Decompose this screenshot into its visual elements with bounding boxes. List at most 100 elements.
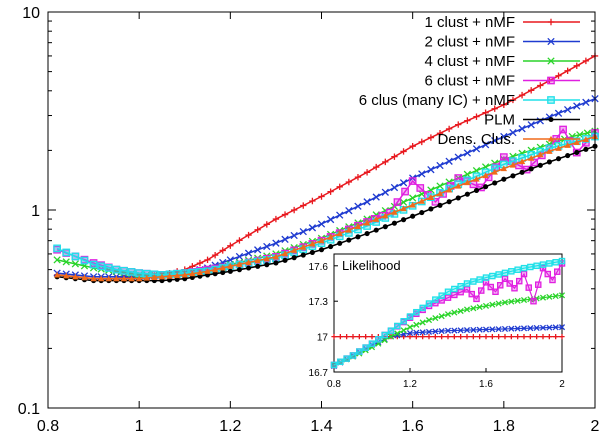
data-point (196, 269, 204, 276)
inset-data-point (470, 334, 476, 340)
data-point (373, 216, 380, 222)
data-point (89, 260, 98, 269)
inset-data-point (476, 276, 483, 283)
inset-data-point (515, 334, 521, 340)
data-point (563, 105, 572, 114)
data-point (464, 117, 471, 124)
data-point (346, 237, 352, 243)
series-line (57, 55, 596, 280)
series-line (56, 128, 596, 276)
inset-data-point (425, 328, 433, 335)
inset-data-point (470, 305, 477, 312)
inset-data-point (463, 306, 471, 313)
data-point (428, 206, 434, 212)
inset-data-point (520, 296, 528, 304)
plot-frame (47, 11, 596, 409)
data-point (446, 199, 452, 205)
inset-data-point (400, 318, 407, 325)
data-point (455, 195, 461, 201)
data-point (328, 243, 334, 250)
inset-data-point (549, 276, 556, 284)
data-point (564, 67, 571, 74)
inset-data-point (527, 263, 534, 271)
inset-data-point (506, 280, 513, 287)
inset-data-point (533, 324, 540, 332)
inset-data-point (514, 297, 521, 304)
inset-data-point (502, 334, 508, 340)
data-point (212, 271, 218, 277)
series-2 (53, 95, 599, 281)
data-point (254, 257, 261, 264)
inset-data-point (368, 344, 376, 351)
inset-data-point (432, 299, 439, 307)
data-point (336, 211, 344, 219)
data-point (559, 125, 567, 134)
inset-data-point (344, 334, 350, 340)
data-point (473, 187, 480, 194)
data-point (409, 194, 417, 202)
inset-data-point (445, 334, 451, 340)
data-point (189, 270, 196, 277)
data-point (372, 193, 380, 201)
data-point (445, 186, 453, 193)
data-point (399, 179, 408, 187)
data-point (105, 275, 112, 282)
data-point (437, 202, 443, 208)
inset-data-point (559, 334, 565, 340)
data-point (309, 249, 315, 255)
data-point (472, 145, 481, 153)
inset-data-point (337, 334, 343, 340)
data-point (492, 180, 498, 186)
inset-data-point (330, 361, 338, 369)
inset-data-point (432, 334, 438, 340)
inset-data-point (483, 334, 489, 340)
data-point (400, 205, 407, 212)
data-point (354, 223, 362, 230)
data-point (482, 172, 489, 179)
inset-x-tick-label: 0.8 (327, 379, 341, 390)
inset-data-point (362, 344, 369, 351)
inset-data-point (516, 277, 523, 285)
data-point (318, 247, 325, 253)
inset-data-point (451, 285, 458, 293)
data-point (473, 113, 480, 120)
data-point (454, 153, 462, 161)
data-point (336, 230, 343, 237)
data-point (272, 215, 280, 223)
data-point (104, 264, 113, 272)
inset-data-point (463, 286, 471, 293)
data-point (499, 153, 508, 161)
inset-data-point (451, 334, 457, 340)
inset-data-point (394, 330, 401, 337)
data-point (536, 143, 544, 151)
data-point (227, 263, 234, 269)
data-point (151, 274, 158, 280)
inset-data-point (501, 325, 509, 332)
data-point (427, 166, 435, 174)
data-point (410, 213, 416, 219)
inset-data-point (533, 262, 540, 270)
data-point (263, 255, 270, 262)
data-point (528, 166, 534, 172)
inset-data-point (425, 317, 433, 324)
data-point (290, 206, 298, 214)
inset-data-point (527, 325, 534, 332)
inset-data-point (458, 334, 464, 340)
inset-data-point (489, 334, 495, 340)
data-point (336, 183, 343, 191)
data-point (555, 156, 562, 162)
legend-marker (547, 37, 555, 46)
data-point (227, 268, 233, 274)
inset-data-point (406, 324, 414, 331)
data-point (290, 231, 298, 240)
legend-label: PLM (484, 112, 515, 129)
data-point (227, 242, 234, 249)
inset-data-point (387, 327, 395, 334)
data-point (382, 212, 389, 219)
inset-data-point (363, 334, 369, 340)
data-point (574, 149, 580, 156)
data-point (483, 184, 489, 190)
legend-label: 6 clust + nMF (425, 73, 515, 90)
data-point (235, 252, 244, 261)
data-point (290, 247, 298, 253)
